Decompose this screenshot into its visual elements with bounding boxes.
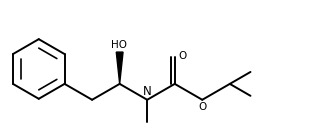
Text: HO: HO bbox=[111, 40, 127, 50]
Text: O: O bbox=[198, 102, 206, 112]
Text: O: O bbox=[179, 51, 187, 61]
Polygon shape bbox=[116, 52, 123, 84]
Text: N: N bbox=[143, 85, 152, 98]
